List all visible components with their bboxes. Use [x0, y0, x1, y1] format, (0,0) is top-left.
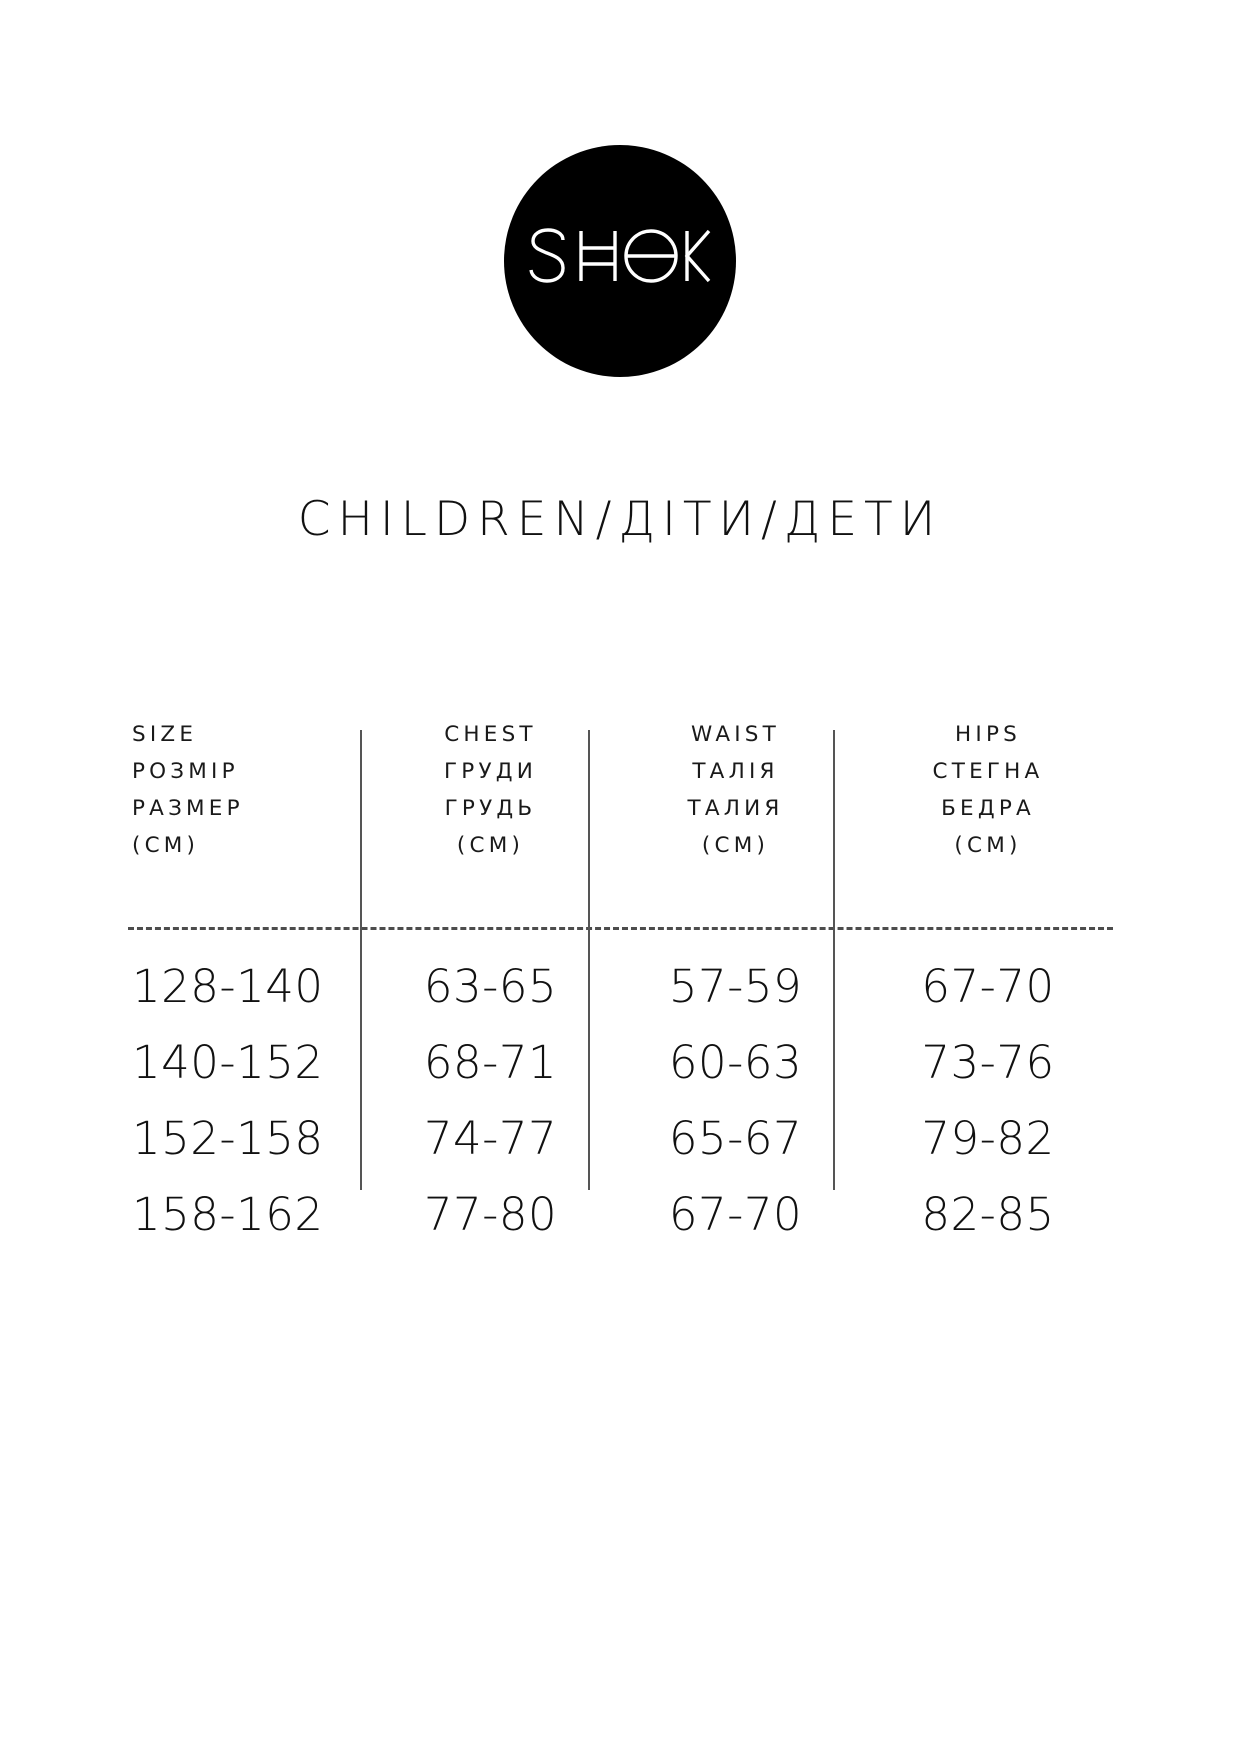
cell-chest: 63-65: [423, 959, 558, 1013]
table-header-row: SIZE РОЗМІР РАЗМЕР (CM) CHEST ГРУДИ ГРУД…: [128, 716, 1113, 864]
column-separator-2: [588, 730, 590, 1190]
column-header-waist: WAIST ТАЛІЯ ТАЛИЯ (CM): [687, 722, 784, 858]
column-separator-3: [833, 730, 835, 1190]
cell-waist: 67-70: [668, 1187, 803, 1241]
brand-logo: [0, 145, 1240, 377]
logo-circle-badge: [504, 145, 736, 377]
column-header-hips: HIPS СТЕГНА БЕДРА (CM): [932, 722, 1044, 858]
table-row: 128-140 63-65 57-59 67-70: [128, 948, 1113, 1024]
cell-hips: 73-76: [921, 1035, 1055, 1089]
column-separator-1: [360, 730, 362, 1190]
header-divider: [128, 927, 1113, 930]
column-header-chest: CHEST ГРУДИ ГРУДЬ (CM): [443, 722, 538, 858]
cell-chest: 68-71: [423, 1035, 558, 1089]
cell-chest: 77-80: [423, 1187, 558, 1241]
table-row: 140-152 68-71 60-63 73-76: [128, 1024, 1113, 1100]
cell-waist: 65-67: [668, 1111, 803, 1165]
cell-size: 128-140: [132, 959, 324, 1013]
cell-waist: 57-59: [668, 959, 803, 1013]
cell-size: 158-162: [132, 1187, 324, 1241]
cell-chest: 74-77: [423, 1111, 558, 1165]
table-row: 152-158 74-77 65-67 79-82: [128, 1100, 1113, 1176]
cell-size: 140-152: [132, 1035, 324, 1089]
cell-hips: 67-70: [921, 959, 1055, 1013]
cell-hips: 79-82: [921, 1111, 1055, 1165]
table-row: 158-162 77-80 67-70 82-85: [128, 1176, 1113, 1252]
cell-hips: 82-85: [921, 1187, 1055, 1241]
cell-size: 152-158: [132, 1111, 324, 1165]
table-body: 128-140 63-65 57-59 67-70 140-152 68-71 …: [128, 948, 1113, 1252]
page-title: CHILDREN/ДІТИ/ДЕТИ: [297, 492, 943, 547]
shok-wordmark-icon: [529, 228, 711, 283]
cell-waist: 60-63: [668, 1035, 803, 1089]
size-table: SIZE РОЗМІР РАЗМЕР (CM) CHEST ГРУДИ ГРУД…: [128, 716, 1113, 1241]
column-header-size: SIZE РОЗМІР РАЗМЕР (CM): [132, 722, 244, 858]
